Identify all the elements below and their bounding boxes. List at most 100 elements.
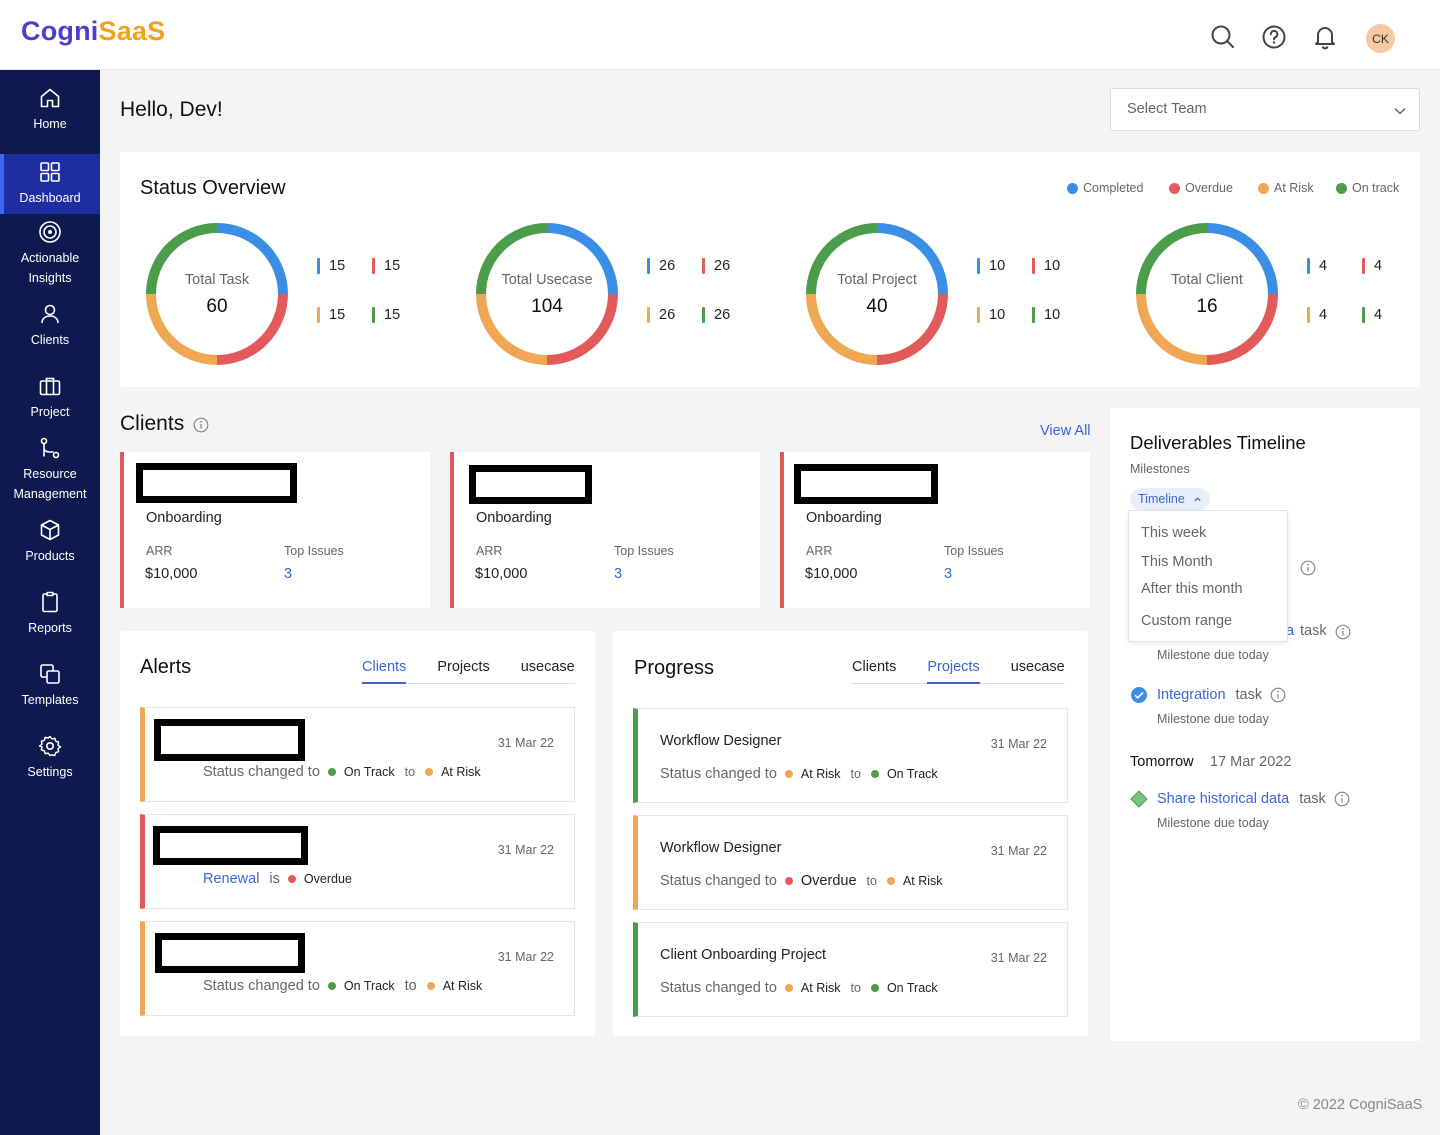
milestone-due-note: Milestone due today — [1157, 816, 1269, 830]
progress-item[interactable]: Client Onboarding Project 31 Mar 22 Stat… — [633, 922, 1068, 1017]
sidebar-item-home[interactable]: Home — [0, 86, 100, 144]
option-after-this-month[interactable]: After this month — [1141, 581, 1243, 597]
alert-item[interactable]: 31 Mar 22 Status changed to On Track to At … — [140, 707, 575, 802]
sidebar-item-resource-management[interactable]: Resource Management — [0, 436, 100, 502]
app-logo[interactable]: CogniSaaS — [21, 16, 166, 46]
alert-item[interactable]: 31 Mar 22 Renewal is Overdue — [140, 814, 575, 909]
tab-clients[interactable]: Clients — [362, 659, 407, 684]
progress-date: 31 Mar 22 — [990, 951, 1047, 965]
stat-at-risk: 26 — [647, 307, 675, 323]
target-icon — [39, 221, 61, 243]
legend-at-risk: At Risk — [1258, 181, 1314, 195]
tab-usecase[interactable]: usecase — [520, 659, 575, 675]
redacted-alert-name — [154, 719, 305, 761]
progress-title: Progress — [634, 657, 715, 679]
alert-date: 31 Mar 22 — [497, 950, 554, 964]
tab-projects[interactable]: Projects — [927, 659, 980, 684]
stat-at-risk: 15 — [317, 307, 345, 323]
info-icon[interactable] — [1300, 560, 1316, 576]
arr-label: ARR — [476, 544, 503, 558]
git-flow-icon — [40, 437, 60, 459]
progress-item-title: Client Onboarding Project — [660, 947, 827, 963]
sidebar-item-reports[interactable]: Reports — [0, 590, 100, 640]
gear-icon — [38, 735, 62, 757]
sidebar-item-clients[interactable]: Clients — [0, 302, 100, 352]
tab-projects[interactable]: Projects — [437, 659, 490, 675]
tab-divider — [361, 683, 575, 684]
help-icon[interactable] — [1261, 24, 1287, 50]
tab-usecase[interactable]: usecase — [1010, 659, 1065, 675]
option-this-month[interactable]: This Month — [1141, 554, 1213, 570]
timeline-filter[interactable]: Timeline — [1130, 488, 1210, 510]
stat-overdue: 10 — [1032, 258, 1060, 274]
milestone-row[interactable]: Integration task — [1130, 686, 1286, 704]
progress-date: 31 Mar 22 — [990, 737, 1047, 751]
tab-clients[interactable]: Clients — [852, 659, 897, 675]
progress-status-line: Status changed to Overdue to At Risk — [660, 873, 943, 889]
progress-item[interactable]: Workflow Designer 31 Mar 22 Status chang… — [633, 708, 1068, 803]
footer-copyright: © 2022 CogniSaaS — [1298, 1097, 1423, 1113]
search-icon[interactable] — [1210, 24, 1236, 50]
milestone-due-note: Milestone due today — [1157, 648, 1269, 662]
avatar[interactable]: CK — [1366, 24, 1395, 53]
client-card[interactable]: Onboarding ARR Top Issues $10,000 3 — [780, 452, 1090, 608]
stat-completed: 4 — [1307, 258, 1327, 274]
progress-status-line: Status changed to At Risk to On Track — [660, 980, 938, 996]
milestones-subtitle: Milestones — [1130, 462, 1190, 476]
option-custom-range[interactable]: Custom range — [1141, 613, 1233, 629]
donut-total-client — [1136, 223, 1278, 365]
dashboard-grid-icon — [40, 162, 60, 182]
client-card[interactable]: Onboarding ARR Top Issues $10,000 3 — [120, 452, 430, 608]
deliverables-title: Deliverables Timeline — [1130, 432, 1306, 453]
info-icon[interactable] — [193, 417, 209, 433]
arr-value: $10,000 — [145, 566, 198, 582]
client-status: Onboarding — [476, 510, 552, 526]
alerts-tabs: Clients Projects usecase — [362, 659, 575, 684]
progress-date: 31 Mar 22 — [990, 844, 1047, 858]
info-icon[interactable] — [1270, 687, 1286, 703]
page-greeting: Hello, Dev! — [120, 98, 223, 121]
top-issues-link[interactable]: 3 — [284, 566, 293, 582]
team-select[interactable]: Select Team — [1110, 88, 1420, 131]
client-card[interactable]: Onboarding ARR Top Issues $10,000 3 — [450, 452, 760, 608]
status-overview-card — [120, 152, 1420, 387]
sidebar-item-products[interactable]: Products — [0, 518, 100, 568]
progress-status-line: Status changed to At Risk to On Track — [660, 766, 938, 782]
client-status: Onboarding — [146, 510, 222, 526]
renewal-link[interactable]: Renewal — [203, 871, 260, 887]
donut-total-task — [146, 223, 288, 365]
top-issues-link[interactable]: 3 — [944, 566, 953, 582]
alert-item[interactable]: 31 Mar 22 Status changed to On Track to At … — [140, 921, 575, 1016]
user-icon — [41, 304, 59, 324]
stat-on-track: 4 — [1362, 307, 1382, 323]
sidebar-item-settings[interactable]: Settings — [0, 734, 100, 784]
tomorrow-date: 17 Mar 2022 — [1210, 754, 1292, 770]
sidebar-item-templates[interactable]: Templates — [0, 662, 100, 712]
legend-on-track: On track — [1336, 181, 1399, 195]
clipboard-icon — [42, 591, 58, 613]
option-this-week[interactable]: This week — [1141, 525, 1207, 541]
sidebar-item-actionable-insights[interactable]: Actionable Insights — [0, 220, 100, 290]
sidebar-item-dashboard[interactable]: Dashboard — [0, 154, 100, 214]
arr-value: $10,000 — [475, 566, 528, 582]
progress-item-title: Workflow Designer — [660, 840, 782, 856]
view-all-link[interactable]: View All — [1040, 423, 1091, 439]
info-icon[interactable] — [1334, 791, 1350, 807]
top-issues-link[interactable]: 3 — [614, 566, 623, 582]
info-icon[interactable] — [1335, 624, 1351, 640]
progress-item-title: Workflow Designer — [660, 733, 782, 749]
donut-total-project — [806, 223, 948, 365]
redacted-client-name — [136, 463, 297, 503]
milestone-row[interactable]: Share historical data task — [1130, 790, 1350, 808]
stat-at-risk: 10 — [977, 307, 1005, 323]
partial-milestone-fragment[interactable]: a — [1286, 623, 1295, 639]
redacted-alert-name — [153, 826, 308, 865]
timeline-dropdown: This week This Month After this month Cu… — [1128, 510, 1288, 642]
arr-value: $10,000 — [805, 566, 858, 582]
home-icon — [40, 88, 60, 108]
chevron-down-icon — [1394, 107, 1406, 115]
briefcase-icon — [39, 377, 61, 396]
progress-item[interactable]: Workflow Designer 31 Mar 22 Status chang… — [633, 815, 1068, 910]
bell-icon[interactable] — [1312, 24, 1338, 50]
sidebar-item-project[interactable]: Project — [0, 374, 100, 424]
